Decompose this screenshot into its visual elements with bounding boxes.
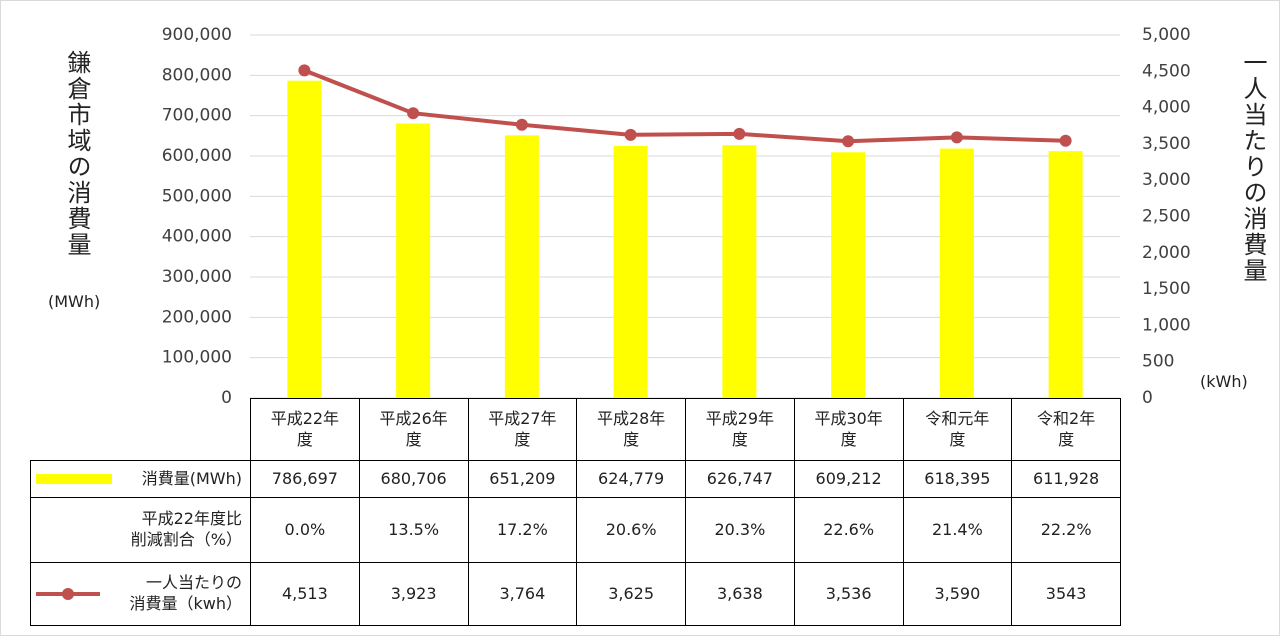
value-cell: 3543 [1011,562,1121,626]
category-cell: 平成29年 度 [685,398,795,461]
line [303,68,1066,144]
category-cell: 令和元年 度 [902,398,1013,461]
line-marker [407,107,420,120]
y2-tick-label: 3,000 [1142,170,1191,190]
value-cell: 786,697 [250,460,360,498]
value-cell: 17.2% [467,497,578,563]
y-tick-label: 900,000 [162,25,232,45]
line-marker [842,135,855,148]
y-axis-title: 鎌倉市域の消費量 [63,50,91,258]
line-marker [733,127,746,140]
value-cell: 680,706 [358,460,469,498]
y-tick-label: 800,000 [162,65,232,85]
value-cell: 13.5% [358,497,469,563]
line-marker [515,118,528,131]
value-cell: 0.0% [250,497,360,563]
category-cell: 平成28年 度 [576,398,686,461]
y-tick-label: 200,000 [162,307,232,327]
y2-tick-label: 500 [1142,352,1174,372]
category-cell: 平成26年 度 [358,398,469,461]
y2-tick-label: 2,000 [1142,243,1191,263]
y-tick-label: 400,000 [162,227,232,247]
value-cell: 21.4% [902,497,1013,563]
value-cell: 3,638 [685,562,795,626]
value-cell: 3,625 [576,562,686,626]
value-cell: 22.2% [1011,497,1121,563]
value-cell: 3,764 [467,562,578,626]
value-cell: 3,923 [358,562,469,626]
legend-key [36,474,112,484]
bar [396,123,431,398]
line-marker [298,64,311,77]
value-cell: 651,209 [467,460,578,498]
value-cell: 20.6% [576,497,686,563]
y-tick-label: 700,000 [162,106,232,126]
value-cell: 609,212 [793,460,904,498]
row-label: 平成22年度比 削減割合（%） [30,497,251,563]
y-tick-label: 0 [221,388,232,408]
bar [831,152,866,398]
y-axis-unit: (MWh) [48,292,101,311]
row-label: 一人当たりの 消費量（kwh） [30,562,251,626]
y2-tick-label: 4,500 [1142,61,1191,81]
category-cell: 令和2年 度 [1011,398,1121,461]
value-cell: 618,395 [902,460,1013,498]
bar [504,135,539,398]
y-tick-label: 100,000 [162,348,232,368]
value-cell: 22.6% [793,497,904,563]
value-cell: 3,590 [902,562,1013,626]
value-cell: 3,536 [793,562,904,626]
bar [722,145,757,398]
value-cell: 4,513 [250,562,360,626]
y2-tick-label: 1,500 [1142,279,1191,299]
bar [1048,151,1083,398]
category-cell: 平成30年 度 [793,398,904,461]
value-cell: 624,779 [576,460,686,498]
y2-tick-label: 4,000 [1142,98,1191,118]
y2-tick-label: 3,500 [1142,134,1191,154]
y-tick-label: 500,000 [162,186,232,206]
line-marker [1059,134,1072,147]
y2-axis-unit: (kWh) [1200,372,1248,391]
legend-key-marker [62,588,74,600]
y2-tick-label: 0 [1142,388,1153,408]
value-cell: 20.3% [685,497,795,563]
y2-tick-label: 2,500 [1142,207,1191,227]
row-label: 消費量(MWh) [30,460,251,498]
line-marker [624,128,637,141]
bar [613,146,648,398]
value-cell: 626,747 [685,460,795,498]
bar [287,80,322,398]
line-marker [950,131,963,144]
y2-tick-label: 1,000 [1142,315,1191,335]
category-cell: 平成22年 度 [250,398,360,461]
y-tick-label: 600,000 [162,146,232,166]
y2-tick-label: 5,000 [1142,25,1191,45]
bar [939,148,974,398]
value-cell: 611,928 [1011,460,1121,498]
category-cell: 平成27年 度 [467,398,578,461]
y2-axis-title: 一人当たりの消費量 [1239,50,1267,284]
y-tick-label: 300,000 [162,267,232,287]
